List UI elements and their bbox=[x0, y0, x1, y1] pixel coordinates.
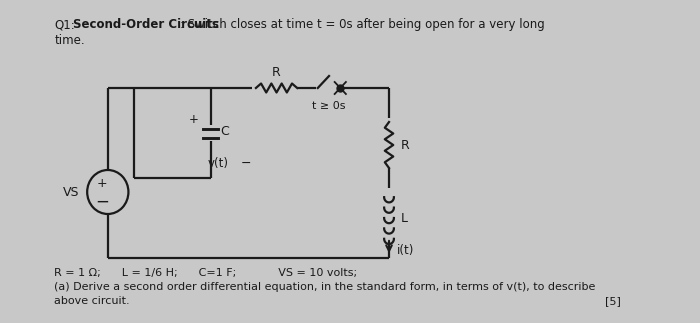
Text: [5]: [5] bbox=[605, 296, 620, 306]
Text: t ≥ 0s: t ≥ 0s bbox=[312, 101, 346, 111]
Text: C: C bbox=[220, 124, 229, 138]
Text: time.: time. bbox=[55, 34, 85, 47]
Text: (a) Derive a second order differential equation, in the standard form, in terms : (a) Derive a second order differential e… bbox=[55, 282, 596, 292]
Text: −: − bbox=[241, 157, 251, 170]
Text: +: + bbox=[97, 176, 108, 190]
Text: +: + bbox=[189, 112, 199, 126]
Text: Q1:: Q1: bbox=[55, 18, 75, 31]
Text: i(t): i(t) bbox=[396, 244, 414, 256]
Text: R = 1 Ω;      L = 1/6 H;      C=1 F;            VS = 10 volts;: R = 1 Ω; L = 1/6 H; C=1 F; VS = 10 volts… bbox=[55, 268, 358, 278]
Text: L: L bbox=[400, 212, 407, 224]
Text: Second-Order Circuits: Second-Order Circuits bbox=[73, 18, 219, 31]
Text: VS: VS bbox=[63, 185, 80, 199]
Text: R: R bbox=[400, 139, 409, 151]
Text: R: R bbox=[272, 66, 281, 78]
Text: −: − bbox=[95, 193, 109, 211]
Text: v(t): v(t) bbox=[207, 157, 228, 170]
Text: : Switch closes at time t = 0s after being open for a very long: : Switch closes at time t = 0s after bei… bbox=[180, 18, 545, 31]
Text: above circuit.: above circuit. bbox=[55, 296, 130, 306]
